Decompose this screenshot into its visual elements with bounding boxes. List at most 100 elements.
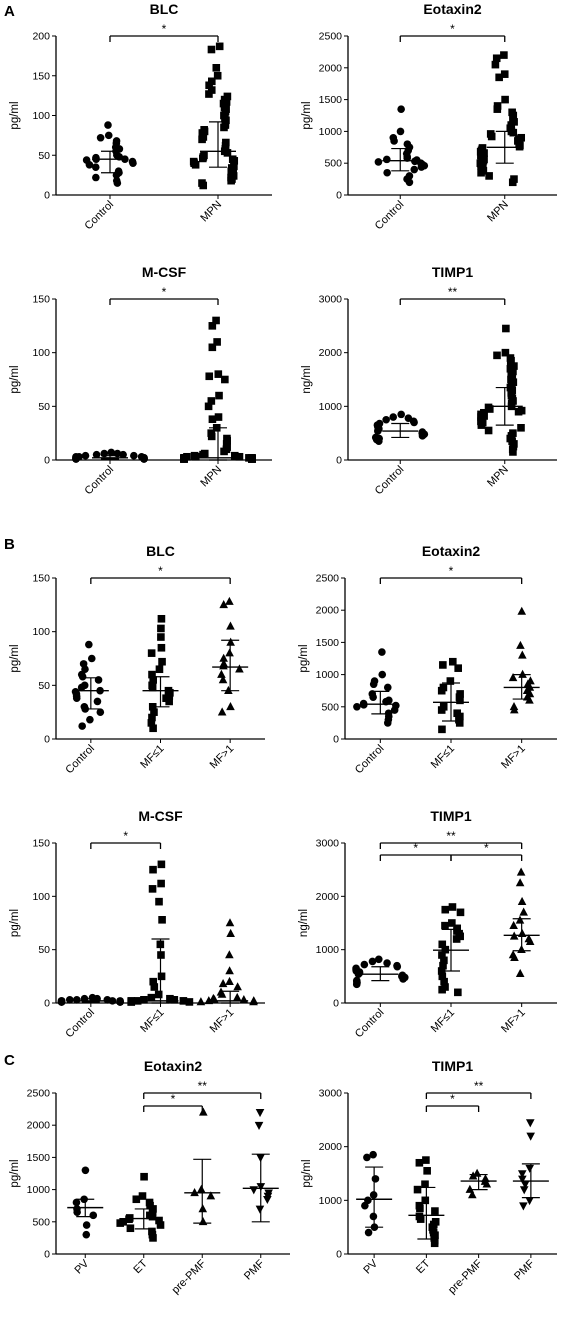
y-tick-label: 200 bbox=[32, 31, 50, 43]
data-point bbox=[113, 179, 122, 187]
chart-title: Eotaxin2 bbox=[423, 1, 482, 17]
y-tick-label: 100 bbox=[32, 110, 50, 122]
y-tick-label: 2500 bbox=[316, 573, 340, 585]
data-point bbox=[235, 664, 244, 673]
y-tick-label: 0 bbox=[44, 1249, 50, 1261]
y-axis-label: pg/ml bbox=[9, 101, 21, 129]
data-point bbox=[138, 1192, 147, 1200]
data-point bbox=[226, 928, 235, 937]
y-axis-label: pg/ml bbox=[301, 1159, 313, 1187]
y-tick-label: 2000 bbox=[319, 62, 343, 74]
data-point bbox=[119, 450, 127, 459]
y-tick-label: 100 bbox=[32, 891, 50, 903]
significance-label: * bbox=[162, 285, 167, 299]
data-point bbox=[199, 450, 207, 459]
data-point bbox=[148, 683, 157, 692]
x-category-label: MPN bbox=[485, 464, 511, 490]
y-tick-label: 150 bbox=[32, 838, 50, 850]
data-point bbox=[495, 73, 503, 82]
data-point bbox=[430, 1239, 439, 1248]
data-point bbox=[519, 1186, 529, 1195]
data-point bbox=[423, 1167, 431, 1175]
data-point bbox=[438, 972, 447, 981]
data-point bbox=[437, 686, 446, 695]
data-point bbox=[518, 669, 527, 678]
data-point bbox=[96, 708, 105, 716]
data-point bbox=[517, 424, 525, 432]
y-tick-label: 3000 bbox=[319, 1088, 343, 1100]
data-point bbox=[501, 348, 510, 357]
data-point bbox=[157, 633, 165, 641]
data-point bbox=[226, 702, 235, 711]
y-tick-label: 50 bbox=[38, 680, 50, 692]
data-point bbox=[205, 372, 214, 381]
data-point bbox=[157, 624, 165, 633]
data-point bbox=[448, 903, 457, 911]
data-point bbox=[249, 1186, 259, 1195]
chart-timp1-a: TIMP1 0 1000 2000 3000 ng/ml Control MPN ** bbox=[301, 264, 557, 497]
data-point bbox=[220, 123, 228, 132]
data-point bbox=[361, 1201, 369, 1210]
y-tick-label: 500 bbox=[321, 701, 339, 713]
y-tick-label: 2000 bbox=[319, 1141, 343, 1153]
y-tick-label: 2000 bbox=[316, 891, 340, 903]
data-point bbox=[93, 697, 102, 706]
x-category-label: MPN bbox=[198, 199, 224, 225]
data-point bbox=[397, 105, 405, 113]
data-point bbox=[517, 1170, 527, 1179]
data-point bbox=[217, 707, 227, 716]
data-point bbox=[405, 178, 414, 187]
data-point bbox=[133, 997, 142, 1005]
data-point bbox=[148, 713, 156, 722]
data-point bbox=[208, 343, 217, 352]
data-point bbox=[456, 696, 464, 705]
data-point bbox=[180, 455, 188, 463]
data-point bbox=[525, 936, 535, 945]
data-point bbox=[468, 1190, 477, 1199]
x-category-label: MPN bbox=[485, 199, 511, 225]
chart-eotaxin2-c: Eotaxin2 0 500 1000 1500 2000 2500 pg/ml PV ET pre… bbox=[9, 1058, 290, 1296]
data-point bbox=[519, 907, 528, 916]
data-point bbox=[147, 719, 156, 727]
data-point bbox=[214, 370, 223, 378]
data-point bbox=[157, 860, 166, 869]
data-point bbox=[438, 985, 446, 994]
data-point bbox=[127, 998, 136, 1006]
data-point bbox=[104, 131, 113, 140]
data-point bbox=[263, 1195, 272, 1205]
data-point bbox=[441, 921, 449, 930]
data-point bbox=[150, 708, 158, 716]
data-point bbox=[149, 1234, 157, 1242]
data-point bbox=[81, 1166, 90, 1175]
data-point bbox=[91, 163, 100, 171]
data-point bbox=[149, 724, 157, 733]
data-point bbox=[225, 966, 234, 975]
data-point bbox=[156, 1221, 165, 1229]
data-point bbox=[217, 989, 227, 998]
data-point bbox=[219, 653, 228, 662]
y-tick-label: 0 bbox=[44, 734, 50, 746]
chart-blc-b: BLC 0 50 100 150 pg/ml Control MF≤1 MF>1 * bbox=[9, 543, 265, 776]
data-point bbox=[369, 680, 378, 689]
y-axis-label: pg/ml bbox=[298, 644, 310, 672]
data-point bbox=[508, 673, 518, 682]
data-point bbox=[374, 158, 383, 166]
data-point bbox=[515, 878, 525, 887]
data-point bbox=[147, 649, 156, 657]
data-point bbox=[468, 1171, 478, 1180]
data-point bbox=[249, 997, 258, 1006]
y-tick-label: 1500 bbox=[319, 94, 343, 106]
data-point bbox=[198, 135, 206, 144]
data-point bbox=[441, 905, 450, 914]
data-point bbox=[207, 397, 216, 405]
chart-title: TIMP1 bbox=[432, 1058, 473, 1074]
y-tick-label: 0 bbox=[44, 998, 50, 1010]
data-point bbox=[519, 1202, 528, 1211]
data-point bbox=[492, 54, 501, 63]
x-category-label: MF≤1 bbox=[429, 743, 457, 771]
data-point bbox=[149, 865, 157, 874]
data-point bbox=[418, 432, 427, 440]
data-point bbox=[514, 407, 523, 416]
data-point bbox=[230, 157, 239, 165]
